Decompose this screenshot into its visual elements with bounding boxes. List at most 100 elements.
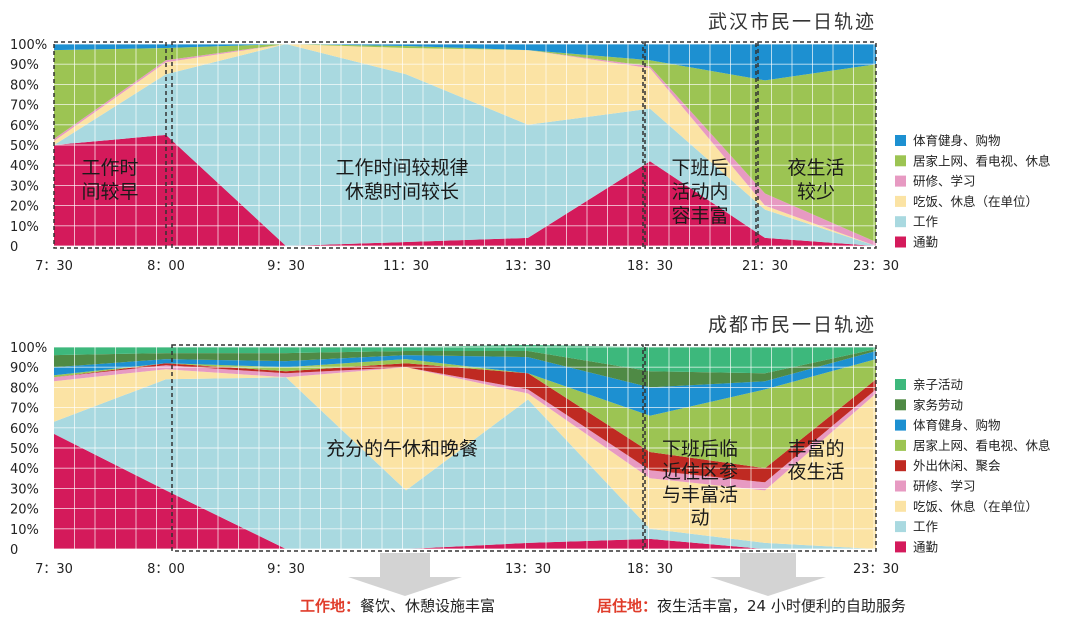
- annotation-regular-work: 工作时间较规律: [335, 157, 468, 179]
- legend-swatch: [895, 460, 906, 472]
- y-tick-label: 80%: [10, 78, 39, 93]
- highlight-box: [171, 41, 644, 249]
- y-tick-label: 40%: [10, 159, 39, 174]
- legend-label: 居家上网、看电视、休息: [913, 438, 1051, 453]
- y-tick-label: 30%: [10, 179, 39, 194]
- y-tick-label: 30%: [10, 482, 39, 497]
- legend-label: 通勤: [913, 539, 938, 554]
- x-tick-label: 9：30: [267, 259, 305, 274]
- legend-label: 工作: [913, 214, 939, 229]
- annotation-rich-night: 丰富的: [787, 438, 844, 460]
- highlight-box: [644, 41, 757, 249]
- legend-swatch: [895, 236, 906, 248]
- area-wuhan-series-2: [54, 44, 876, 246]
- highlight-box: [53, 41, 167, 249]
- annotation-after-work-2: 活动内: [671, 181, 728, 203]
- legend-swatch: [895, 216, 906, 228]
- arrow-work-icon: [348, 553, 462, 596]
- annotations-wuhan: 工作时 间较早 工作时间较规律 休憩时间较长 下班后 活动内 容丰富 夜生活 较…: [81, 157, 844, 227]
- legend-label: 体育健身、购物: [913, 418, 1001, 433]
- x-tick-label: 21：30: [742, 259, 788, 274]
- area-chengdu-series-8: [54, 345, 876, 374]
- x-tick-label: 13：30: [505, 259, 551, 274]
- y-tick-label: 100%: [10, 38, 47, 53]
- annotation-night-less-2: 较少: [797, 181, 835, 203]
- x-tick-label: 8：00: [147, 259, 185, 274]
- legend-swatch: [895, 439, 906, 451]
- legend-swatch: [895, 419, 906, 431]
- x-tick-label: 23：30: [853, 259, 899, 274]
- legend-label: 居家上网、看电视、休息: [913, 153, 1051, 168]
- y-tick-label: 80%: [10, 381, 39, 396]
- area-wuhan-series-5: [54, 44, 876, 81]
- legend-label: 家务劳动: [913, 397, 963, 412]
- annotation-night-less: 夜生活: [787, 157, 844, 179]
- legend-swatch: [895, 521, 906, 533]
- annotation-rich-night-2: 夜生活: [787, 461, 844, 483]
- legend-swatch: [895, 500, 906, 512]
- annotation-after-work: 下班后: [671, 157, 728, 179]
- x-tick-label: 23：30: [853, 562, 899, 577]
- legend-swatch: [895, 135, 906, 146]
- legend-label: 外出休闲、聚会: [913, 458, 1001, 473]
- annotation-lunch-dinner: 充分的午休和晚餐: [326, 438, 478, 460]
- area-chengdu-series-2: [54, 367, 876, 549]
- x-tick-label: 18：30: [627, 259, 673, 274]
- x-tick-label: 11：30: [383, 259, 429, 274]
- annotation-near-home-3: 与丰富活: [662, 484, 738, 506]
- y-tick-label: 20%: [10, 200, 39, 215]
- highlight-box: [757, 41, 877, 249]
- legend-label: 工作: [913, 519, 939, 534]
- annotation-near-home-4: 动: [690, 507, 709, 529]
- x-tick-label: 18：30: [627, 562, 673, 577]
- legend-label: 通勤: [913, 235, 938, 250]
- x-tick-label: 7：30: [35, 562, 73, 577]
- legend-swatch: [895, 480, 906, 492]
- arrow-home-icon: [710, 553, 826, 596]
- legend-swatch: [895, 175, 906, 187]
- y-tick-label: 40%: [10, 462, 39, 477]
- y-tick-label: 50%: [10, 139, 39, 154]
- work-place-label: 工作地：餐饮、休憩设施丰富: [300, 597, 495, 615]
- legend-swatch: [895, 399, 906, 411]
- area-wuhan-series-0: [54, 134, 876, 246]
- legend-swatch: [895, 195, 906, 207]
- chart-title-chengdu: 成都市民一日轨迹: [708, 314, 876, 336]
- y-tick-label: 70%: [10, 99, 39, 114]
- x-tick-label: 13：30: [505, 562, 551, 577]
- legend-swatch: [895, 541, 906, 553]
- x-tick-label: 9：30: [267, 562, 305, 577]
- chart-chengdu: 0 10% 20% 30% 40% 50% 60% 70% 80% 90% 100% 7：30 8：00…: [10, 341, 1051, 577]
- x-tick-label: 8：00: [147, 562, 185, 577]
- y-tick-label: 10%: [10, 220, 39, 235]
- y-tick-label: 70%: [10, 402, 39, 417]
- y-tick-label: 0: [10, 240, 18, 255]
- area-chengdu-series-5: [54, 359, 876, 469]
- y-tick-label: 0: [10, 543, 18, 558]
- y-tick-label: 90%: [10, 58, 39, 73]
- annotation-near-home: 下班后临: [662, 438, 738, 460]
- y-tick-label: 60%: [10, 119, 39, 134]
- legend-label: 吃饭、休息（在单位）: [913, 499, 1038, 514]
- chart-title-wuhan: 武汉市民一日轨迹: [708, 11, 876, 33]
- y-tick-label: 20%: [10, 503, 39, 518]
- area-chengdu-series-1: [54, 377, 876, 549]
- legend-swatch: [895, 379, 906, 390]
- x-tick-label: 7：30: [35, 259, 73, 274]
- annotation-regular-work-2: 休憩时间较长: [345, 181, 459, 203]
- annotation-after-work-3: 容丰富: [671, 205, 728, 227]
- legend-label: 研修、学习: [913, 479, 976, 494]
- chart-wuhan: 0 10% 20% 30% 40% 50% 60% 70% 80% 90% 100% 7：30 8：00…: [10, 38, 1051, 274]
- legend-label: 研修、学习: [913, 174, 976, 189]
- annotation-early-work: 工作时: [81, 157, 138, 179]
- y-tick-label: 100%: [10, 341, 47, 356]
- area-chengdu-series-6: [54, 351, 876, 416]
- y-tick-label: 90%: [10, 361, 39, 376]
- annotation-early-work-2: 间较早: [81, 181, 138, 203]
- legend-label: 吃饭、休息（在单位）: [913, 194, 1038, 209]
- y-tick-label: 50%: [10, 442, 39, 457]
- annotation-near-home-2: 近住区参: [662, 461, 738, 483]
- home-place-label: 居住地：夜生活丰富，24 小时便利的自助服务: [597, 597, 906, 615]
- y-tick-label: 60%: [10, 422, 39, 437]
